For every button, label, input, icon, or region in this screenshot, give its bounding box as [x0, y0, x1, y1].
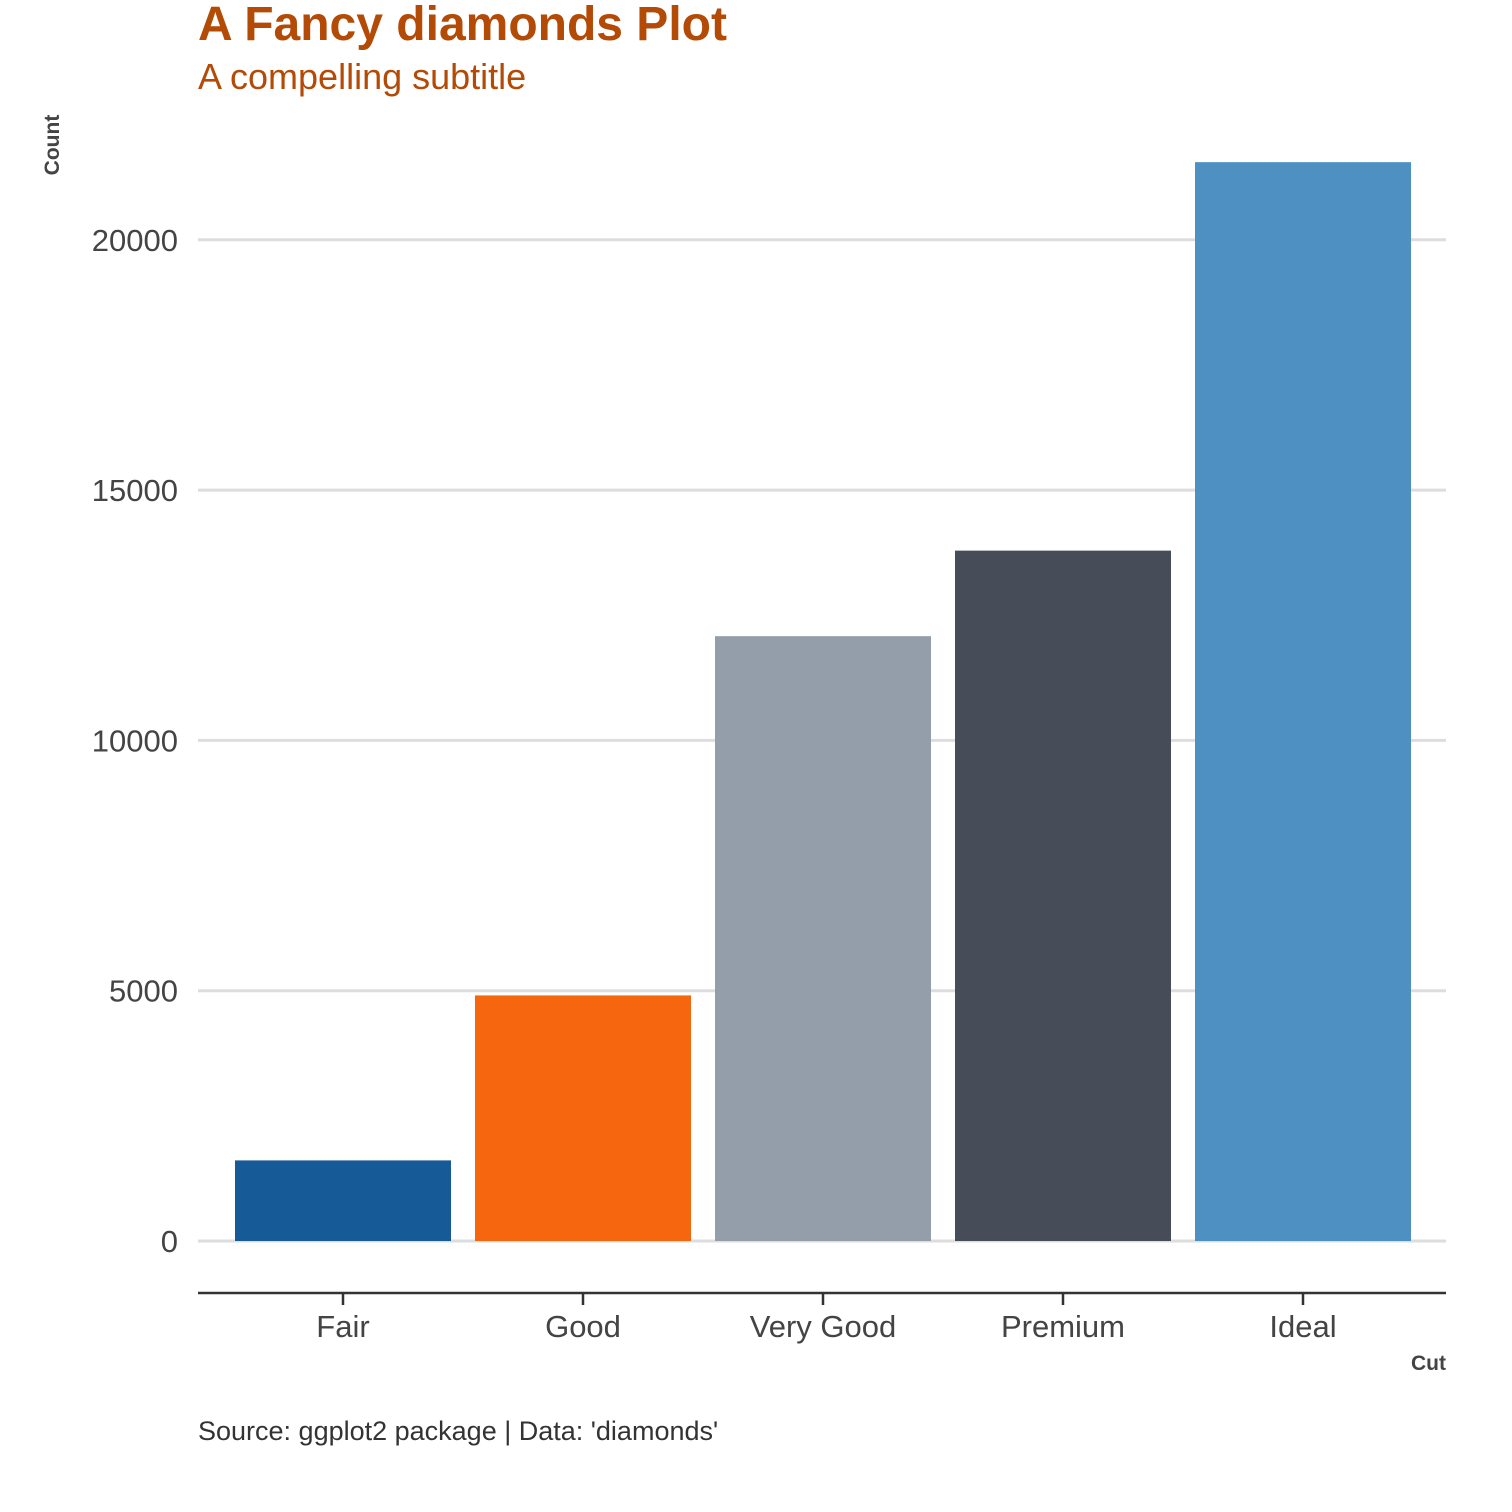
chart-subtitle: A compelling subtitle: [198, 56, 526, 97]
x-tick-label: Premium: [1001, 1309, 1125, 1344]
y-tick-label: 20000: [92, 223, 178, 258]
bar-premium: [955, 550, 1171, 1241]
chart-title: A Fancy diamonds Plot: [198, 0, 727, 51]
x-axis-label: Cut: [1411, 1352, 1446, 1375]
chart-caption: Source: ggplot2 package | Data: 'diamond…: [198, 1416, 718, 1446]
x-tick-label: Ideal: [1269, 1309, 1336, 1344]
y-tick-labels: 0 5000 10000 15000 20000: [92, 223, 178, 1259]
x-tick-label: Good: [545, 1309, 621, 1344]
x-tick-labels: Fair Good Very Good Premium Ideal: [316, 1293, 1337, 1344]
y-tick-label: 15000: [92, 473, 178, 508]
y-axis-label: Count: [41, 115, 64, 176]
bar-ideal: [1195, 162, 1411, 1241]
bar-fair: [235, 1160, 451, 1241]
x-tick-label: Very Good: [750, 1309, 896, 1344]
x-tick-label: Fair: [316, 1309, 369, 1344]
bars: [235, 162, 1411, 1241]
bar-good: [475, 995, 691, 1241]
y-tick-label: 10000: [92, 723, 178, 758]
y-tick-label: 5000: [109, 974, 178, 1009]
bar-very-good: [715, 636, 931, 1241]
y-tick-label: 0: [161, 1224, 178, 1259]
